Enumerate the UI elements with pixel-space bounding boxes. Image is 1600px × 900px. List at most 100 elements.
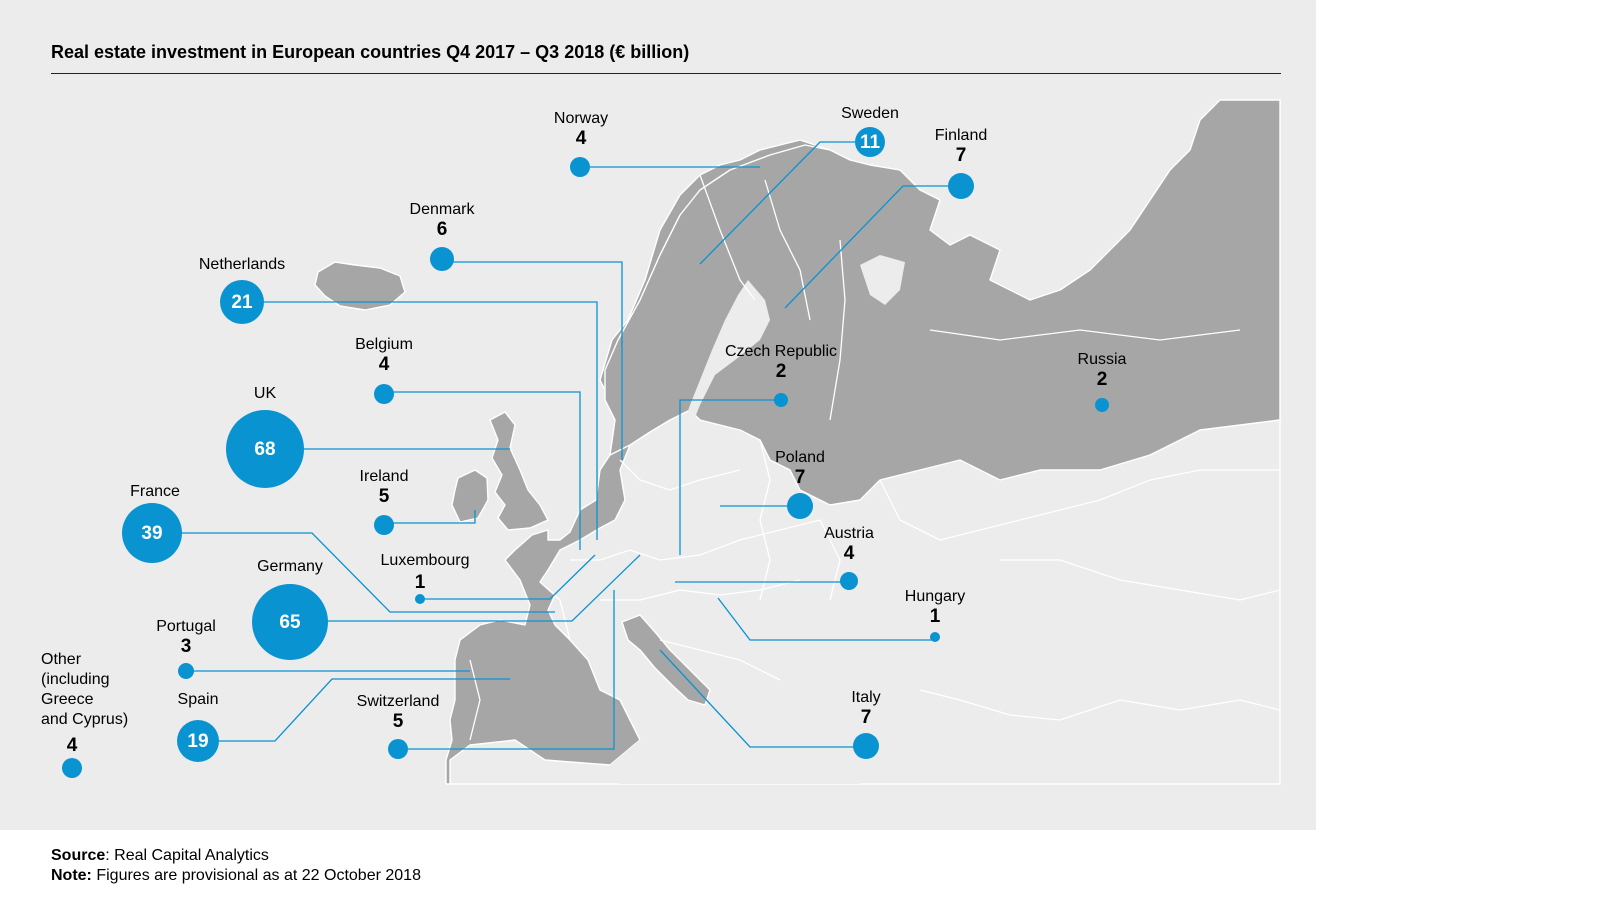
bubble-spain xyxy=(177,720,219,762)
label-uk: UK xyxy=(254,384,276,404)
north-land xyxy=(604,99,1281,506)
country-value: 6 xyxy=(436,219,448,240)
source-line: Source: Real Capital Analytics xyxy=(51,846,421,866)
country-name: Spain xyxy=(177,691,219,708)
label-finland: Finland 7 xyxy=(935,126,987,166)
country-name: Norway xyxy=(553,110,609,127)
leader-belgium xyxy=(384,391,581,550)
italy-peninsula xyxy=(621,614,711,706)
bubble-finland xyxy=(948,173,974,199)
country-name: France xyxy=(130,483,180,500)
country-value: 4 xyxy=(843,543,855,564)
ireland xyxy=(451,469,489,523)
source-text: : Real Capital Analytics xyxy=(105,847,269,864)
leader-france xyxy=(152,532,555,613)
country-borders xyxy=(469,174,1281,741)
note-text: Figures are provisional as at 22 October… xyxy=(91,867,421,884)
value-germany: 65 xyxy=(279,612,301,633)
label-belgium: Belgium 4 xyxy=(355,335,413,375)
bubble-italy xyxy=(853,733,879,759)
label-other: Other (including Greece and Cyprus) xyxy=(41,650,128,730)
great-britain xyxy=(489,411,549,531)
country-name: Luxembourg xyxy=(380,552,470,569)
footer: Source: Real Capital Analytics Note: Fig… xyxy=(51,846,421,886)
label-switzerland: Switzerland 5 xyxy=(357,692,440,732)
other-line-3: Greece xyxy=(41,691,94,708)
leader-netherlands xyxy=(242,301,598,540)
label-netherlands: Netherlands xyxy=(199,255,285,275)
other-line-1: Other xyxy=(41,651,82,668)
leader-luxembourg xyxy=(420,554,596,600)
leader-lines xyxy=(152,141,957,750)
title-rule xyxy=(51,73,1281,74)
country-value: 5 xyxy=(392,711,404,732)
country-value: 2 xyxy=(1096,369,1108,390)
country-name: Sweden xyxy=(841,105,899,122)
country-value: 4 xyxy=(66,735,78,756)
leader-finland xyxy=(784,185,957,309)
leader-hungary xyxy=(717,597,935,641)
value-uk: 68 xyxy=(254,439,276,460)
country-name: UK xyxy=(253,385,277,402)
bubble-netherlands xyxy=(220,280,264,324)
leader-germany xyxy=(290,554,641,622)
other-line-2: (including xyxy=(41,671,110,688)
leader-denmark xyxy=(442,261,623,460)
leader-italy xyxy=(659,649,866,748)
value-sweden: 11 xyxy=(859,132,881,153)
label-germany: Germany xyxy=(257,557,323,577)
country-name: Netherlands xyxy=(198,256,286,273)
label-sweden: Sweden xyxy=(841,104,899,124)
source-label: Source xyxy=(51,847,106,864)
leader-spain xyxy=(198,678,510,742)
bubble-sweden xyxy=(855,127,885,157)
label-spain: Spain xyxy=(178,690,219,710)
value-other-wrap: 4 xyxy=(67,736,78,756)
country-name: Hungary xyxy=(904,588,966,605)
bubble-hungary xyxy=(930,632,940,642)
label-portugal: Portugal 3 xyxy=(156,617,216,657)
mediterranean xyxy=(610,710,860,784)
country-value: 1 xyxy=(414,572,426,593)
value-france: 39 xyxy=(141,523,163,544)
leader-czech xyxy=(679,399,781,555)
caspian-sea xyxy=(980,595,1030,700)
bubbles xyxy=(62,127,1109,778)
label-hungary: Hungary 1 xyxy=(905,587,965,627)
bubble-poland xyxy=(787,493,813,519)
black-sea xyxy=(790,622,910,668)
country-name: Switzerland xyxy=(356,693,440,710)
label-austria: Austria 4 xyxy=(824,524,874,564)
label-italy: Italy 7 xyxy=(851,688,880,728)
country-name: Belgium xyxy=(355,336,413,353)
bubble-ireland xyxy=(374,515,394,535)
bubble-luxembourg xyxy=(415,594,425,604)
label-czech: Czech Republic 2 xyxy=(725,342,837,382)
label-ireland: Ireland 5 xyxy=(360,467,409,507)
bubble-belgium xyxy=(374,384,394,404)
value-luxembourg-wrap: 1 xyxy=(415,573,426,593)
bubble-switzerland xyxy=(388,739,408,759)
other-line-4: and Cyprus) xyxy=(41,711,129,728)
value-spain: 19 xyxy=(187,731,209,752)
country-name: Russia xyxy=(1077,351,1127,368)
country-value: 7 xyxy=(955,145,967,166)
bubble-czech xyxy=(774,393,788,407)
bubble-other xyxy=(62,758,82,778)
country-value: 2 xyxy=(775,361,787,382)
label-denmark: Denmark 6 xyxy=(410,200,475,240)
bubble-france xyxy=(122,503,182,563)
country-name: Czech Republic xyxy=(724,343,838,360)
label-france: France xyxy=(130,482,180,502)
label-norway: Norway 4 xyxy=(554,109,608,149)
bubble-norway xyxy=(570,157,590,177)
country-name: Austria xyxy=(824,525,874,542)
country-value: 1 xyxy=(929,606,941,627)
bubble-austria xyxy=(840,572,858,590)
note-label: Note: xyxy=(51,867,92,884)
leader-switzerland xyxy=(398,590,615,750)
map-title: Real estate investment in European count… xyxy=(51,42,690,62)
baltic-sea xyxy=(668,280,770,470)
label-poland: Poland 7 xyxy=(775,448,825,488)
